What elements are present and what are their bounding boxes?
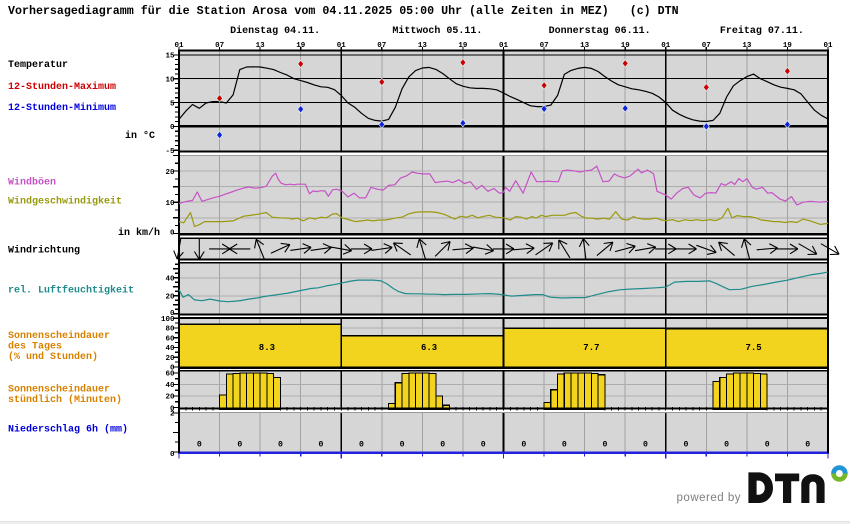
svg-text:des Tages: des Tages [8, 341, 62, 353]
svg-text:20: 20 [165, 394, 175, 402]
svg-text:0: 0 [237, 440, 242, 449]
svg-text:7.7: 7.7 [583, 343, 599, 353]
svg-text:Windgeschwindigkeit: Windgeschwindigkeit [8, 196, 122, 208]
svg-text:10: 10 [165, 200, 175, 208]
svg-text:07: 07 [377, 42, 386, 50]
svg-text:0: 0 [170, 310, 175, 318]
svg-text:13: 13 [418, 42, 428, 50]
svg-text:Sonnenscheindauer: Sonnenscheindauer [8, 330, 110, 342]
svg-text:Windböen: Windböen [8, 177, 56, 189]
svg-text:stündlich (Minuten): stündlich (Minuten) [8, 394, 122, 406]
svg-text:20: 20 [165, 169, 175, 177]
svg-text:15: 15 [165, 53, 175, 61]
svg-text:13: 13 [256, 42, 266, 50]
svg-text:0: 0 [359, 440, 364, 449]
svg-text:20: 20 [165, 294, 175, 302]
svg-text:0: 0 [170, 124, 175, 132]
svg-text:01: 01 [337, 42, 347, 50]
svg-text:Temperatur: Temperatur [8, 60, 68, 71]
svg-text:7.5: 7.5 [745, 343, 761, 353]
svg-text:0: 0 [562, 440, 567, 449]
svg-text:Dienstag 04.11.: Dienstag 04.11. [230, 25, 320, 37]
svg-text:19: 19 [621, 42, 631, 50]
svg-text:Vorhersagediagramm für die Sta: Vorhersagediagramm für die Station Arosa… [8, 5, 679, 18]
svg-text:19: 19 [783, 42, 793, 50]
svg-text:19: 19 [458, 42, 468, 50]
svg-text:40: 40 [165, 345, 175, 353]
svg-text:01: 01 [661, 42, 671, 50]
svg-text:0: 0 [278, 440, 283, 449]
svg-text:8.3: 8.3 [259, 343, 275, 353]
svg-text:rel. Luftfeuchtigkeit: rel. Luftfeuchtigkeit [8, 285, 134, 297]
svg-text:-5: -5 [165, 148, 175, 156]
svg-text:40: 40 [165, 382, 175, 390]
svg-text:5: 5 [170, 100, 175, 108]
svg-text:13: 13 [580, 42, 590, 50]
svg-text:Windrichtung: Windrichtung [8, 245, 80, 257]
svg-text:13: 13 [742, 42, 752, 50]
svg-text:0: 0 [440, 440, 445, 449]
svg-text:19: 19 [296, 42, 306, 50]
svg-text:60: 60 [165, 371, 175, 379]
svg-text:in °C: in °C [125, 130, 155, 142]
svg-text:6.3: 6.3 [421, 343, 437, 353]
svg-text:0: 0 [319, 440, 324, 449]
svg-text:Sonnenscheindauer: Sonnenscheindauer [8, 384, 110, 396]
svg-text:0: 0 [197, 440, 202, 449]
svg-text:20: 20 [165, 355, 175, 363]
svg-text:12-Stunden-Minimum: 12-Stunden-Minimum [8, 102, 116, 114]
svg-text:01: 01 [174, 42, 184, 50]
svg-text:10: 10 [165, 76, 175, 84]
svg-text:80: 80 [165, 326, 175, 334]
svg-text:0: 0 [805, 440, 810, 449]
svg-text:0: 0 [170, 405, 175, 413]
svg-text:0: 0 [170, 230, 175, 238]
svg-text:(% und Stunden): (% und Stunden) [8, 351, 98, 363]
svg-text:0: 0 [724, 440, 729, 449]
svg-text:powered by: powered by [677, 492, 741, 504]
svg-text:Mittwoch 05.11.: Mittwoch 05.11. [392, 25, 482, 37]
svg-text:100: 100 [161, 316, 175, 324]
svg-text:0: 0 [170, 365, 175, 373]
svg-text:0: 0 [602, 440, 607, 449]
svg-text:12-Stunden-Maximum: 12-Stunden-Maximum [8, 81, 116, 93]
svg-text:0: 0 [684, 440, 689, 449]
svg-text:Donnerstag 06.11.: Donnerstag 06.11. [549, 26, 651, 37]
svg-text:0: 0 [481, 440, 486, 449]
svg-text:Freitag 07.11.: Freitag 07.11. [720, 25, 804, 37]
svg-text:07: 07 [215, 42, 224, 50]
svg-text:0: 0 [400, 440, 405, 449]
svg-text:07: 07 [540, 42, 549, 50]
svg-text:01: 01 [823, 42, 833, 50]
svg-text:0: 0 [170, 451, 175, 459]
svg-text:60: 60 [165, 335, 175, 343]
svg-text:Niederschlag 6h (mm): Niederschlag 6h (mm) [8, 424, 128, 436]
svg-text:40: 40 [165, 276, 175, 284]
svg-text:2: 2 [170, 411, 175, 419]
svg-text:07: 07 [702, 42, 711, 50]
svg-text:0: 0 [643, 440, 648, 449]
svg-text:01: 01 [499, 42, 509, 50]
svg-text:0: 0 [521, 440, 526, 449]
svg-text:0: 0 [765, 440, 770, 449]
svg-text:in km/h: in km/h [118, 227, 160, 239]
